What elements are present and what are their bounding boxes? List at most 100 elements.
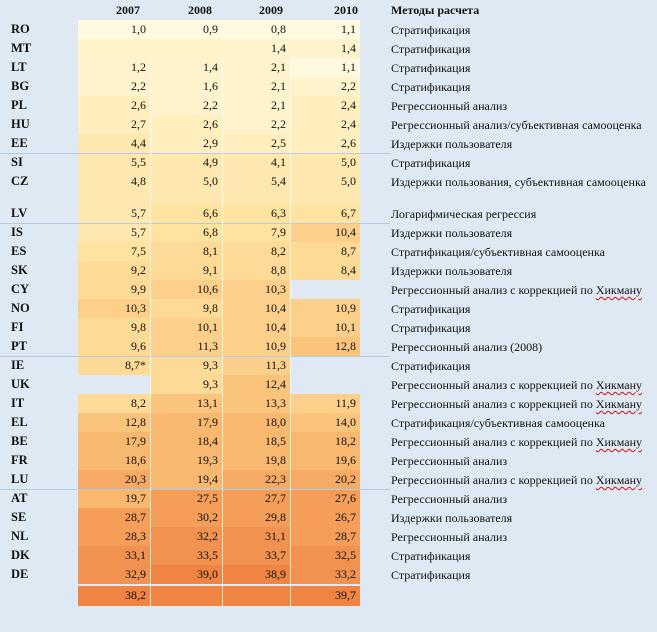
value-cell-2009: 13,3 (222, 394, 290, 413)
value-cell-2009: 5,4 (222, 172, 290, 204)
value-cell-2010: 6,7 (290, 204, 360, 223)
value-cell-2009: 2,1 (222, 58, 290, 77)
value-cell-2010: 5,0 (290, 172, 360, 204)
value-cell-2009: 38,9 (222, 565, 290, 584)
country-code: SK (11, 263, 28, 277)
value-cell-2009: 18,5 (222, 432, 290, 451)
value-cell-2007: 18,6 (78, 451, 150, 470)
header-2009: 2009 (259, 3, 283, 17)
method-text: Регрессионный анализ с коррекцией по Хик… (391, 397, 643, 411)
value-cell-2010: 18,2 (290, 432, 360, 451)
country-code: IT (11, 396, 25, 410)
value-cell-2009: 27,7 (222, 489, 290, 508)
value-cell-2010: 10,4 (290, 223, 360, 242)
value-cell-2007: 7,5 (78, 242, 150, 261)
value-cell-2007: 28,7 (78, 508, 150, 527)
table-row: CY 9,9 10,6 10,3 Регрессионный анализ с корр… (0, 280, 657, 299)
misspelling-highlight: Хикману (595, 283, 643, 297)
country-code: LU (11, 472, 29, 486)
value-cell-2008: 9,3 (150, 356, 222, 375)
value-cell-2008: 9,1 (150, 261, 222, 280)
method-text: Стратификация (391, 23, 471, 37)
value-cell-2007: 8,2 (78, 394, 150, 413)
value-cell-2009: 11,3 (222, 356, 290, 375)
country-code (11, 586, 61, 605)
value-cell-2007: 17,9 (78, 432, 150, 451)
value-cell-2008 (150, 39, 222, 58)
value-cell-2007: 12,8 (78, 413, 150, 432)
country-code: ES (11, 244, 27, 258)
group-separator (0, 489, 390, 490)
method-text: Стратификация (391, 549, 471, 563)
table-row: SE 28,7 30,2 29,8 26,7 Издержки пользователя (0, 508, 657, 527)
method-text: Регрессионный анализ (2008) (391, 340, 543, 354)
header-methods: Методы расчета (391, 3, 480, 17)
value-cell-2008: 32,2 (150, 527, 222, 546)
value-cell-2009: 7,9 (222, 223, 290, 242)
table-row: AT 19,7 27,5 27,7 27,6 Регрессионный анализ (0, 489, 657, 508)
value-cell-2010: 14,0 (290, 413, 360, 432)
table-row: NO 10,3 9,8 10,4 10,9 Стратификация (0, 299, 657, 318)
value-cell-2007: 4,4 (78, 134, 150, 153)
table-row: BG 2,2 1,6 2,1 2,2 Стратификация (0, 77, 657, 96)
method-text: Регрессионный анализ (391, 530, 508, 544)
value-cell-2010: 19,6 (290, 451, 360, 470)
table-row: UK 9,3 12,4 Регрессионный анализ с коррекци… (0, 375, 657, 394)
table-row: MT 1,4 1,4 Стратификация (0, 39, 657, 58)
method-text: Логарифмическая регрессия (391, 207, 537, 221)
value-cell-2008: 9,8 (150, 299, 222, 318)
value-cell-2009: 2,1 (222, 77, 290, 96)
column-divider (290, 58, 291, 606)
value-cell-2007: 19,7 (78, 489, 150, 508)
table-row: FR 18,6 19,3 19,8 19,6 Регрессионный анализ (0, 451, 657, 470)
value-cell-2008: 11,3 (150, 337, 222, 356)
method-text: Регрессионный анализ (391, 454, 508, 468)
method-text: Стратификация (391, 80, 471, 94)
value-cell-2007: 9,2 (78, 261, 150, 280)
table-row: IT 8,2 13,1 13,3 11,9 Регрессионный анализ с … (0, 394, 657, 413)
value-cell-2008: 0,9 (150, 20, 222, 39)
value-cell-2009: 10,3 (222, 280, 290, 299)
table-row: EE 4,4 2,9 2,5 2,6 Издержки пользователя (0, 134, 657, 153)
value-cell-2007: 28,3 (78, 527, 150, 546)
value-cell-2007: 5,5 (78, 153, 150, 172)
value-cell-2010: 2,6 (290, 134, 360, 153)
method-text: Регрессионный анализ/субъективная самооц… (391, 118, 642, 132)
table-row: NL 28,3 32,2 31,1 28,7 Регрессионный анализ (0, 527, 657, 546)
value-cell-2009: 19,8 (222, 451, 290, 470)
country-code: HU (11, 117, 30, 131)
value-cell-2008: 39,0 (150, 565, 222, 584)
table-row: LU 20,3 19,4 22,3 20,2 Регрессионный анализ с… (0, 470, 657, 489)
value-cell-2010 (290, 356, 360, 375)
misspelling-highlight: Хикману (595, 473, 643, 487)
country-code: BG (11, 79, 30, 93)
value-cell-2010: 1,4 (290, 39, 360, 58)
country-code: NO (11, 301, 30, 315)
table-row: FI 9,8 10,1 10,4 10,1 Стратификация (0, 318, 657, 337)
value-cell-2009: 10,4 (222, 299, 290, 318)
country-code: CY (11, 282, 30, 296)
value-cell-2010 (290, 280, 360, 299)
value-cell-2009: 4,1 (222, 153, 290, 172)
value-cell-2009: 8,8 (222, 261, 290, 280)
value-cell-2010: 11,9 (290, 394, 360, 413)
misspelling-highlight: Хикману (595, 378, 643, 392)
table-row: EL 12,8 17,9 18,0 14,0 Стратификация/субъекти… (0, 413, 657, 432)
country-code: LV (11, 206, 28, 220)
value-cell-2007: 5,7 (78, 223, 150, 242)
value-cell-2008: 2,9 (150, 134, 222, 153)
value-cell-2008: 1,6 (150, 77, 222, 96)
value-cell-2007: 5,7 (78, 204, 150, 223)
value-cell-2007 (78, 39, 150, 58)
value-cell-2008: 18,4 (150, 432, 222, 451)
value-cell-2010: 2,4 (290, 96, 360, 115)
group-separator (0, 223, 390, 224)
value-cell-2007: 1,2 (78, 58, 150, 77)
country-code: MT (11, 41, 32, 55)
value-cell-2009: 10,9 (222, 337, 290, 356)
value-cell-2008: 17,9 (150, 413, 222, 432)
value-cell-2009: 1,4 (222, 39, 290, 58)
value-cell-2009: 2,2 (222, 115, 290, 134)
value-cell-2007: 9,9 (78, 280, 150, 299)
